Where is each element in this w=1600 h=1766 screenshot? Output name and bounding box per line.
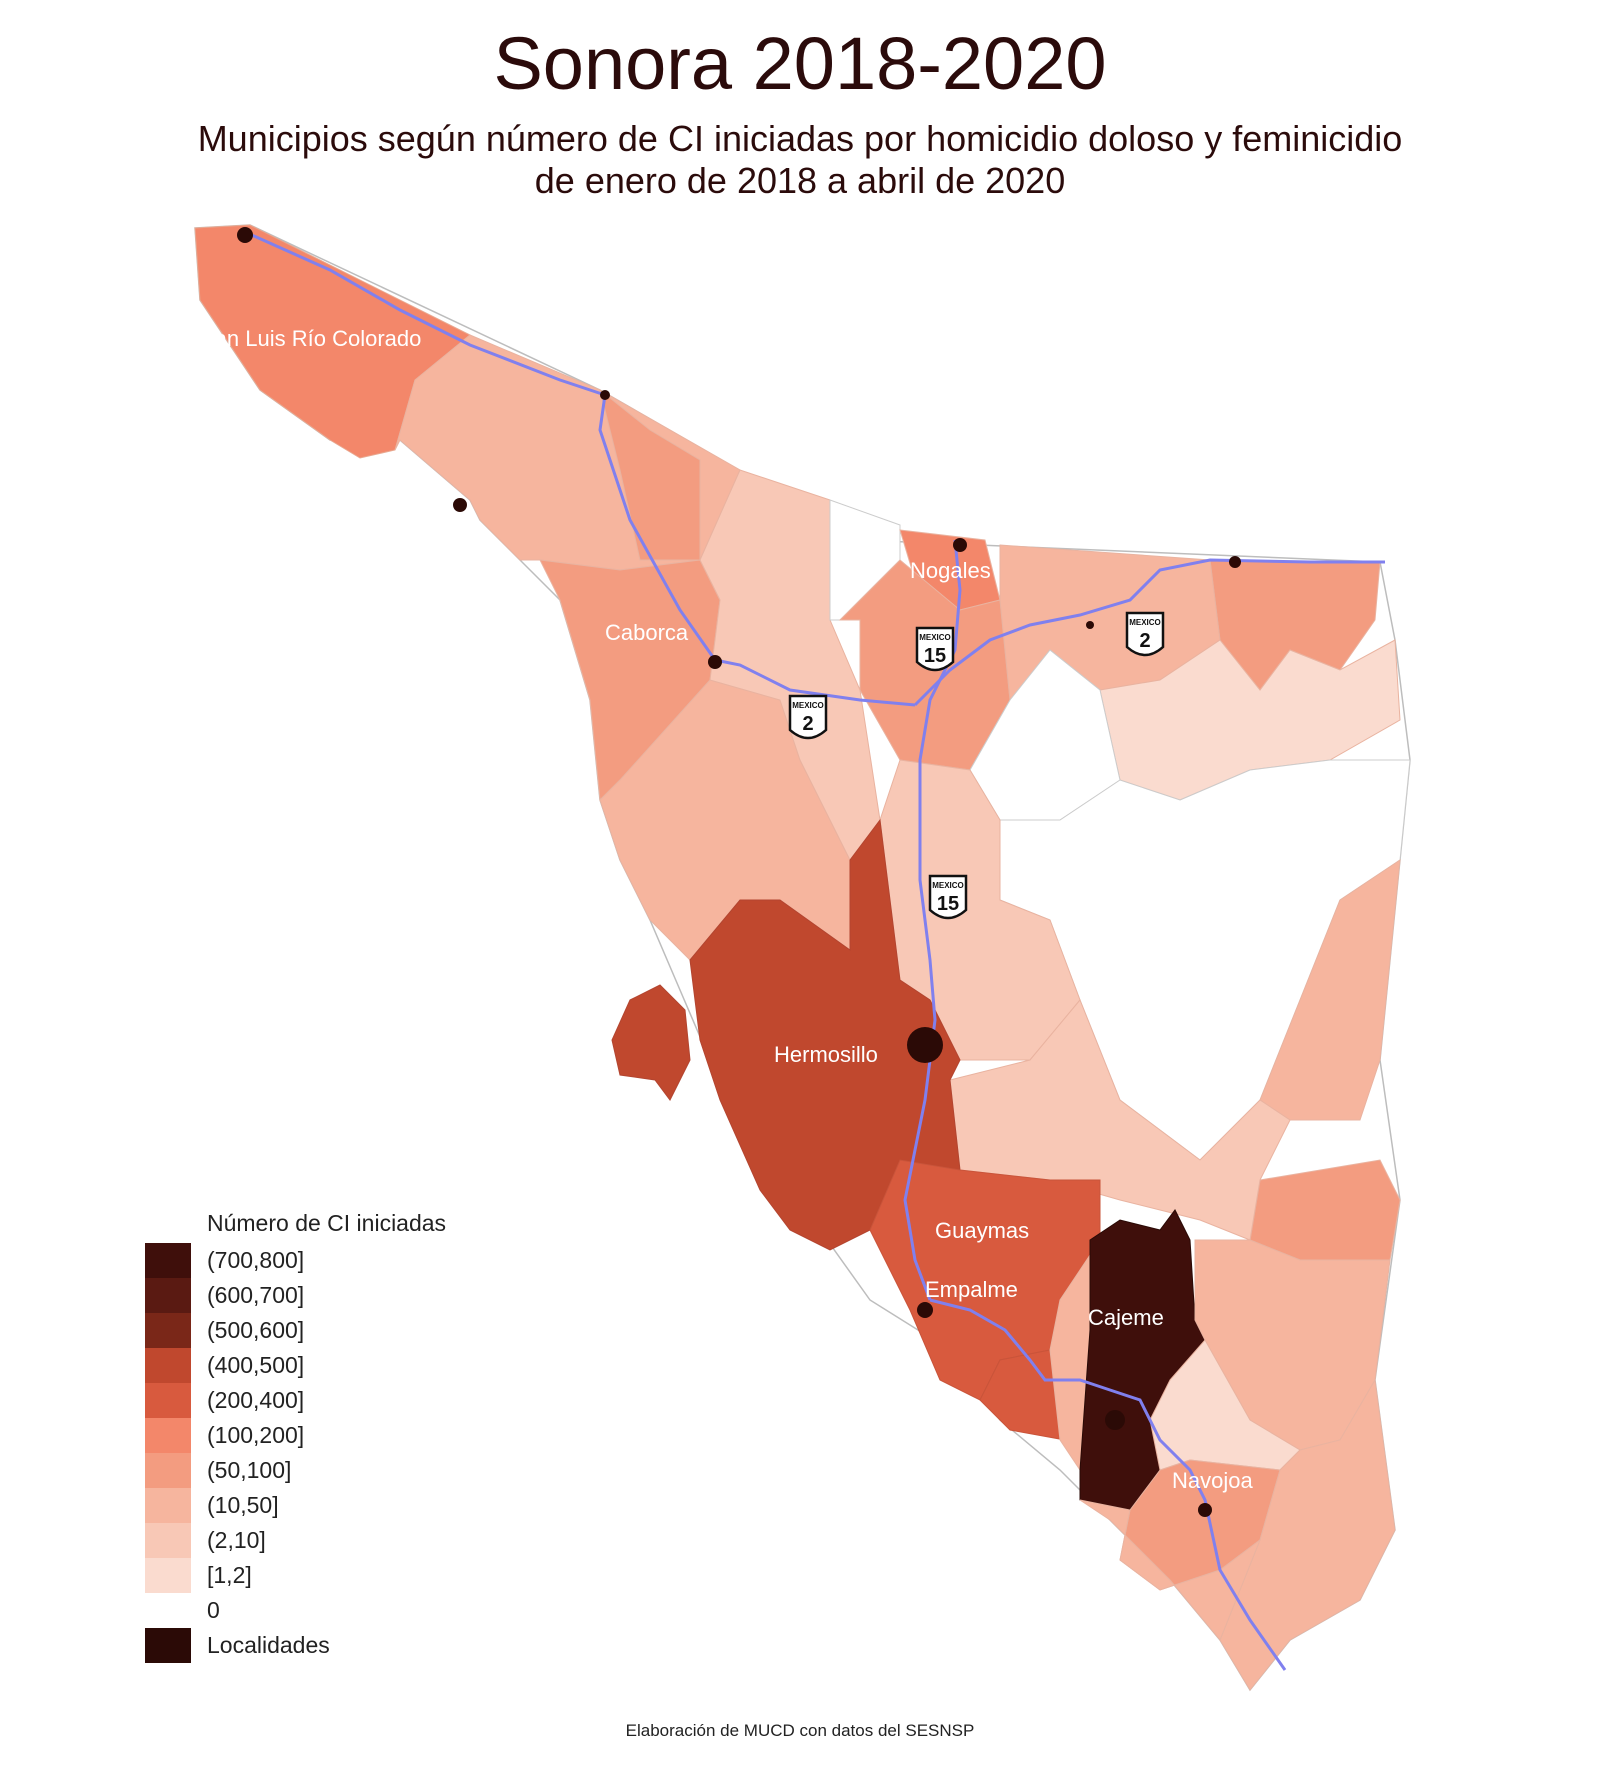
highway-shield-3: MEXICO 2	[788, 694, 828, 740]
locality-guaymas	[917, 1302, 933, 1318]
legend-swatch	[145, 1348, 191, 1383]
legend-swatch	[145, 1558, 191, 1593]
label-cajeme: Cajeme	[1088, 1305, 1164, 1330]
map-legend: Número de CI iniciadas (700,800] (600,700…	[145, 1210, 446, 1663]
legend-label: (50,100]	[207, 1457, 292, 1483]
legend-swatch	[145, 1453, 191, 1488]
locality-nogales	[953, 538, 967, 552]
source-note: Elaboración de MUCD con datos del SESNSP	[625, 1721, 975, 1740]
legend-label: Localidades	[207, 1632, 330, 1658]
locality-hermosillo	[907, 1027, 943, 1063]
label-hermosillo: Hermosillo	[774, 1042, 878, 1067]
legend-swatch	[145, 1523, 191, 1558]
subtitle-line-2: de enero de 2018 a abril de 2020	[534, 160, 1066, 201]
legend-label: (2,10]	[207, 1527, 266, 1553]
legend-swatch	[145, 1593, 191, 1628]
legend-item: (400,500]	[145, 1348, 446, 1383]
region-hermosillo	[689, 818, 961, 1251]
svg-text:2: 2	[802, 713, 813, 735]
legend-label: (200,400]	[207, 1387, 305, 1413]
highway-shield-4: MEXICO 15	[928, 874, 968, 920]
legend-label: (700,800]	[207, 1247, 305, 1273]
map-subtitle: Municipios según número de CI iniciadas …	[0, 118, 1600, 202]
highway-network	[244, 230, 1385, 1671]
legend-item: (10,50]	[145, 1488, 446, 1523]
label-san-luis-rio-colorado: San Luis Río Colorado	[200, 326, 421, 351]
legend-item: (50,100]	[145, 1453, 446, 1488]
label-navojoa: Navojoa	[1172, 1468, 1253, 1493]
region-tiburon	[611, 984, 691, 1101]
locality-sonoyta	[600, 390, 610, 400]
region-san-luis-rio-colorado	[194, 224, 471, 459]
legend-rows: (700,800] (600,700] (500,600] (400,500] (200…	[145, 1243, 446, 1663]
legend-item: (2,10]	[145, 1523, 446, 1558]
locality-agua-prieta	[1229, 556, 1241, 568]
svg-text:15: 15	[937, 893, 959, 915]
legend-item: (700,800]	[145, 1243, 446, 1278]
legend-label: (100,200]	[207, 1422, 305, 1448]
legend-swatch	[145, 1243, 191, 1278]
locality-san-luis	[237, 227, 253, 243]
locality-penasco	[453, 498, 467, 512]
legend-item: (200,400]	[145, 1383, 446, 1418]
locality-navojoa	[1198, 1503, 1212, 1517]
subtitle-line-1: Municipios según número de CI iniciadas …	[197, 118, 1403, 159]
legend-swatch	[145, 1278, 191, 1313]
map-title: Sonora 2018-2020	[493, 22, 1107, 105]
svg-text:MEXICO: MEXICO	[919, 633, 951, 642]
highway-15-south	[929, 1298, 1287, 1671]
legend-item: (500,600]	[145, 1313, 446, 1348]
legend-item: [1,2]	[145, 1558, 446, 1593]
highway-shield-2: MEXICO 2	[1125, 611, 1165, 657]
region-huatabampo	[1079, 1499, 1262, 1641]
legend-item: 0	[145, 1593, 446, 1628]
legend-label: [1,2]	[207, 1562, 252, 1588]
legend-swatch	[145, 1313, 191, 1348]
legend-title: Número de CI iniciadas	[207, 1210, 447, 1236]
locality-caborca	[708, 655, 722, 669]
label-nogales: Nogales	[910, 558, 991, 583]
label-empalme: Empalme	[925, 1277, 1018, 1302]
svg-text:MEXICO: MEXICO	[932, 881, 964, 890]
svg-text:MEXICO: MEXICO	[792, 701, 824, 710]
legend-item: (600,700]	[145, 1278, 446, 1313]
legend-swatch	[145, 1383, 191, 1418]
legend-label: 0	[207, 1597, 220, 1623]
label-caborca: Caborca	[605, 620, 689, 645]
legend-label: (600,700]	[207, 1282, 305, 1308]
svg-text:15: 15	[924, 645, 946, 667]
svg-text:MEXICO: MEXICO	[1129, 618, 1161, 627]
svg-text:2: 2	[1139, 630, 1150, 652]
legend-swatch	[145, 1418, 191, 1453]
legend-label: (400,500]	[207, 1352, 305, 1378]
locality-obregon	[1105, 1410, 1125, 1430]
legend-label: (500,600]	[207, 1317, 305, 1343]
label-guaymas: Guaymas	[935, 1218, 1029, 1243]
legend-item: Localidades	[145, 1628, 446, 1663]
highway-shield-1: MEXICO 15	[915, 626, 955, 672]
region-east-sierra	[1259, 858, 1401, 1121]
locality-cananea	[1086, 621, 1094, 629]
highway-2-east	[913, 558, 1385, 707]
legend-swatch	[145, 1488, 191, 1523]
highway-15	[903, 539, 962, 1301]
highway-2-west	[244, 230, 606, 397]
legend-swatch	[145, 1628, 191, 1663]
legend-label: (10,50]	[207, 1492, 279, 1518]
localities	[237, 227, 1241, 1517]
legend-item: (100,200]	[145, 1418, 446, 1453]
